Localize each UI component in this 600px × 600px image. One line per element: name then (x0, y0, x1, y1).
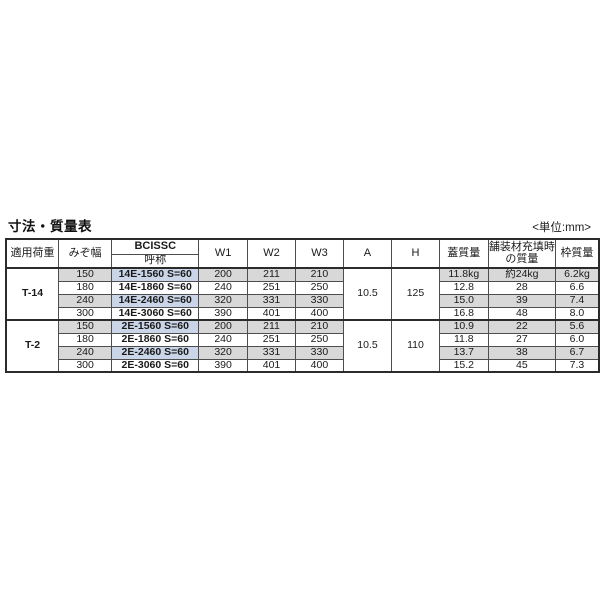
cell-frame-mass: 6.0 (554, 332, 600, 347)
cell-filled-mass: 45 (487, 358, 556, 373)
cell-w2: 401 (246, 358, 297, 373)
cell-w3: 210 (295, 319, 344, 334)
table-row: T-14 150 14E-1560 S=60 200 211 210 10.5 … (5, 267, 600, 321)
cell-w1: 390 (198, 358, 248, 373)
cell-w2: 331 (246, 345, 297, 360)
cell-name: 14E-2460 S=60 (111, 293, 200, 308)
cell-filled-mass: 22 (487, 319, 556, 334)
cell-name: 14E-1560 S=60 (111, 267, 200, 282)
header-filled-mass-line2: の質量 (505, 252, 539, 265)
cell-name: 2E-2460 S=60 (111, 345, 200, 360)
header-w3: W3 (295, 238, 344, 269)
cell-w1: 200 (198, 319, 248, 334)
cell-lid-mass: 11.8kg (438, 267, 489, 282)
cell-name: 14E-1860 S=60 (111, 280, 200, 295)
cell-lid-mass: 15.0 (438, 293, 489, 308)
table-row: 240 2E-2460 S=60 320 331 330 13.7 38 6.7 (6, 345, 600, 360)
unit-note: <単位:mm> (532, 222, 591, 234)
header-h: H (391, 238, 440, 269)
header-filled-mass-line1: 舗装材充填時 (488, 240, 555, 253)
cell-h: 110 (391, 319, 440, 373)
header-w1: W1 (198, 238, 248, 269)
cell-w3: 330 (295, 293, 344, 308)
cell-w1: 320 (198, 345, 248, 360)
header-a: A (342, 238, 393, 269)
cell-lid-mass: 13.7 (438, 345, 489, 360)
page-title: 寸法・質量表 (8, 219, 92, 234)
cell-lid-mass: 10.9 (438, 319, 489, 334)
cell-w3: 210 (295, 267, 344, 282)
cell-filled-mass: 27 (487, 332, 556, 347)
cell-w3: 400 (295, 306, 344, 321)
cell-filled-mass: 39 (487, 293, 556, 308)
dimension-mass-table: 適用荷重 みぞ幅 BCISSC W1 W2 W3 A H 蓋質量 舗装材充填時 … (5, 238, 600, 373)
cell-w1: 240 (198, 280, 248, 295)
cell-frame-mass: 6.6 (554, 280, 600, 295)
cell-frame-mass: 6.7 (554, 345, 600, 360)
cell-groove: 240 (58, 345, 113, 360)
cell-a: 10.5 (342, 267, 393, 321)
cell-w3: 400 (295, 358, 344, 373)
cell-w1: 320 (198, 293, 248, 308)
header-load: 適用荷重 (5, 238, 60, 269)
cell-w3: 250 (295, 332, 344, 347)
table-row: 300 2E-3060 S=60 390 401 400 15.2 45 7.3 (6, 358, 600, 373)
cell-name: 2E-3060 S=60 (111, 358, 200, 373)
cell-w3: 330 (295, 345, 344, 360)
cell-w1: 200 (198, 267, 248, 282)
cell-a: 10.5 (342, 319, 393, 373)
cell-lid-mass: 16.8 (438, 306, 489, 321)
cell-groove: 150 (58, 267, 113, 282)
cell-lid-mass: 11.8 (438, 332, 489, 347)
cell-w2: 211 (246, 267, 297, 282)
header-groove-width: みぞ幅 (58, 238, 113, 269)
cell-name: 2E-1560 S=60 (111, 319, 200, 334)
cell-w2: 251 (246, 280, 297, 295)
cell-w1: 240 (198, 332, 248, 347)
cell-filled-mass: 48 (487, 306, 556, 321)
cell-frame-mass: 5.6 (554, 319, 600, 334)
cell-load-group: T-14 (5, 267, 60, 321)
cell-frame-mass: 6.2kg (554, 267, 600, 282)
header-row-1: 適用荷重 みぞ幅 BCISSC W1 W2 W3 A H 蓋質量 舗装材充填時 … (5, 238, 600, 269)
table-row: 180 14E-1860 S=60 240 251 250 12.8 28 6.… (6, 280, 600, 295)
cell-frame-mass: 7.3 (554, 358, 600, 373)
table-row: 240 14E-2460 S=60 320 331 330 15.0 39 7.… (6, 293, 600, 308)
cell-lid-mass: 15.2 (438, 358, 489, 373)
header-filled-mass: 舗装材充填時 の質量 (487, 238, 556, 269)
header-name: 呼称 (111, 253, 200, 269)
header-frame-mass: 枠質量 (554, 238, 600, 269)
cell-w1: 390 (198, 306, 248, 321)
table-row: T-2 150 2E-1560 S=60 200 211 210 10.5 11… (5, 319, 600, 373)
cell-w2: 401 (246, 306, 297, 321)
header-w2: W2 (246, 238, 297, 269)
cell-groove: 180 (58, 332, 113, 347)
table-row: 180 2E-1860 S=60 240 251 250 11.8 27 6.0 (6, 332, 600, 347)
header-lid-mass: 蓋質量 (438, 238, 489, 269)
cell-frame-mass: 7.4 (554, 293, 600, 308)
cell-name: 14E-3060 S=60 (111, 306, 200, 321)
cell-groove: 300 (58, 358, 113, 373)
cell-lid-mass: 12.8 (438, 280, 489, 295)
cell-w2: 211 (246, 319, 297, 334)
cell-w2: 251 (246, 332, 297, 347)
cell-groove: 300 (58, 306, 113, 321)
cell-filled-mass: 約24kg (487, 267, 556, 282)
header-series: BCISSC (111, 238, 200, 255)
cell-groove: 150 (58, 319, 113, 334)
cell-w2: 331 (246, 293, 297, 308)
cell-filled-mass: 28 (487, 280, 556, 295)
cell-filled-mass: 38 (487, 345, 556, 360)
cell-name: 2E-1860 S=60 (111, 332, 200, 347)
cell-h: 125 (391, 267, 440, 321)
cell-w3: 250 (295, 280, 344, 295)
cell-groove: 180 (58, 280, 113, 295)
cell-load-group: T-2 (5, 319, 60, 373)
cell-frame-mass: 8.0 (554, 306, 600, 321)
table-row: 300 14E-3060 S=60 390 401 400 16.8 48 8.… (6, 306, 600, 321)
cell-groove: 240 (58, 293, 113, 308)
